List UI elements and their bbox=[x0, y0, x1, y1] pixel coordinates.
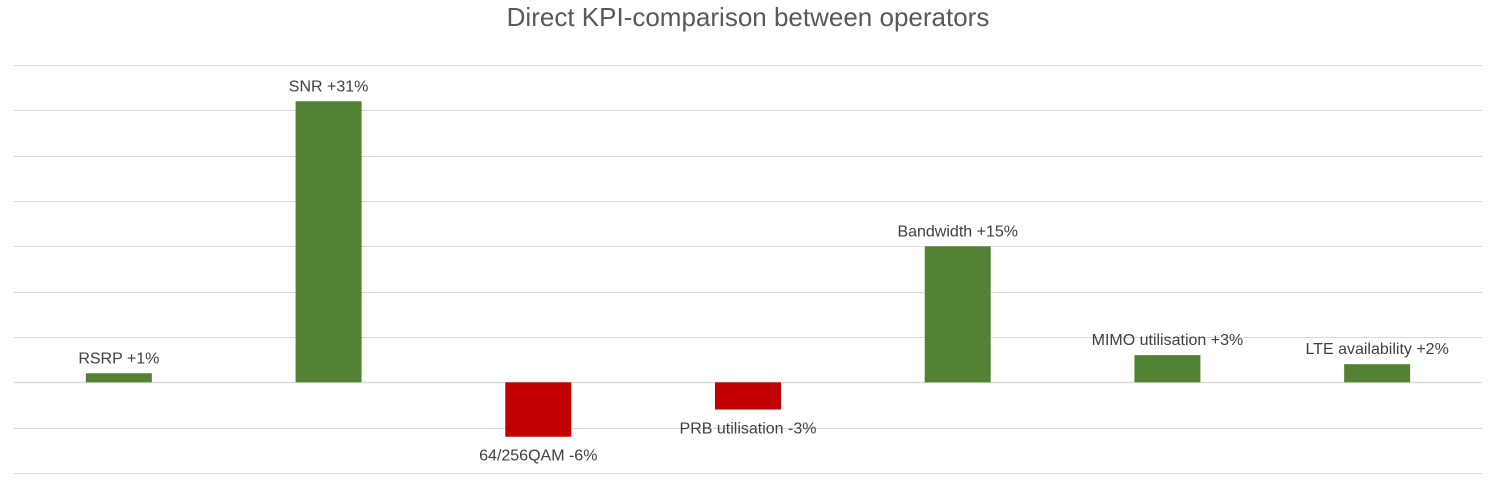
bar-prb-utilisation bbox=[715, 382, 781, 410]
data-label: RSRP +1% bbox=[78, 350, 159, 367]
bar-rsrp bbox=[85, 373, 152, 383]
gridlines bbox=[14, 65, 1482, 474]
bar-bandwidth bbox=[924, 246, 991, 383]
data-label: Bandwidth +15% bbox=[897, 223, 1018, 240]
data-label: LTE availability +2% bbox=[1305, 341, 1448, 358]
data-label: SNR +31% bbox=[289, 78, 369, 95]
data-label: PRB utilisation -3% bbox=[680, 421, 817, 438]
data-label: 64/256QAM -6% bbox=[479, 448, 597, 465]
chart-title: Direct KPI-comparison between operators bbox=[506, 2, 990, 32]
bar-snr bbox=[295, 101, 362, 383]
data-label: MIMO utilisation +3% bbox=[1092, 332, 1244, 349]
bar-mimo-utilisation bbox=[1134, 355, 1201, 383]
bar-lte-availability bbox=[1344, 364, 1411, 383]
bars bbox=[85, 101, 1411, 437]
bar-64-256qam bbox=[505, 382, 572, 437]
data-labels: RSRP +1% SNR +31% 64/256QAM -6% PRB utilisa… bbox=[78, 78, 1448, 464]
